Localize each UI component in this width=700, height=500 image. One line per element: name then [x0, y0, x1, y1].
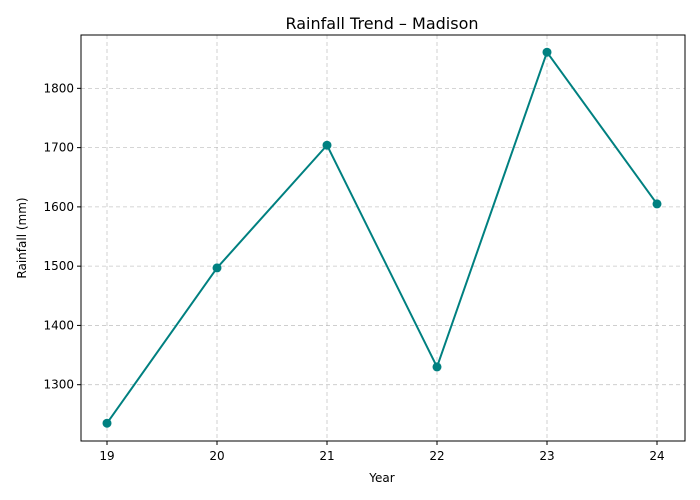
y-tick-label: 1500 — [43, 259, 74, 273]
x-tick-label: 19 — [99, 449, 114, 463]
plot-frame — [80, 34, 686, 442]
y-axis-label: Rainfall (mm) — [15, 197, 29, 278]
x-tick-label: 22 — [429, 449, 444, 463]
data-point — [652, 199, 662, 209]
y-tick-label: 1300 — [43, 378, 74, 392]
x-tick-label: 21 — [319, 449, 334, 463]
data-point — [322, 140, 332, 150]
data-point — [432, 362, 442, 372]
x-tick-label: 20 — [209, 449, 224, 463]
grid-layer — [81, 35, 685, 441]
x-tick-label: 24 — [649, 449, 664, 463]
chart-title: Rainfall Trend – Madison — [285, 14, 478, 33]
series-line — [106, 51, 658, 424]
y-tick-label: 1400 — [43, 318, 74, 332]
data-point — [212, 263, 222, 273]
x-axis-label: Year — [368, 471, 394, 485]
x-tick-label: 23 — [539, 449, 554, 463]
y-tick-label: 1700 — [43, 141, 74, 155]
data-point — [542, 47, 552, 57]
data-point — [102, 418, 112, 428]
y-tick-label: 1800 — [43, 81, 74, 95]
y-tick-label: 1600 — [43, 200, 74, 214]
ticks-layer: 19 20 21 22 23 24 1300 1400 1500 1600 1700 1800 — [43, 81, 664, 463]
series-layer — [102, 47, 662, 428]
